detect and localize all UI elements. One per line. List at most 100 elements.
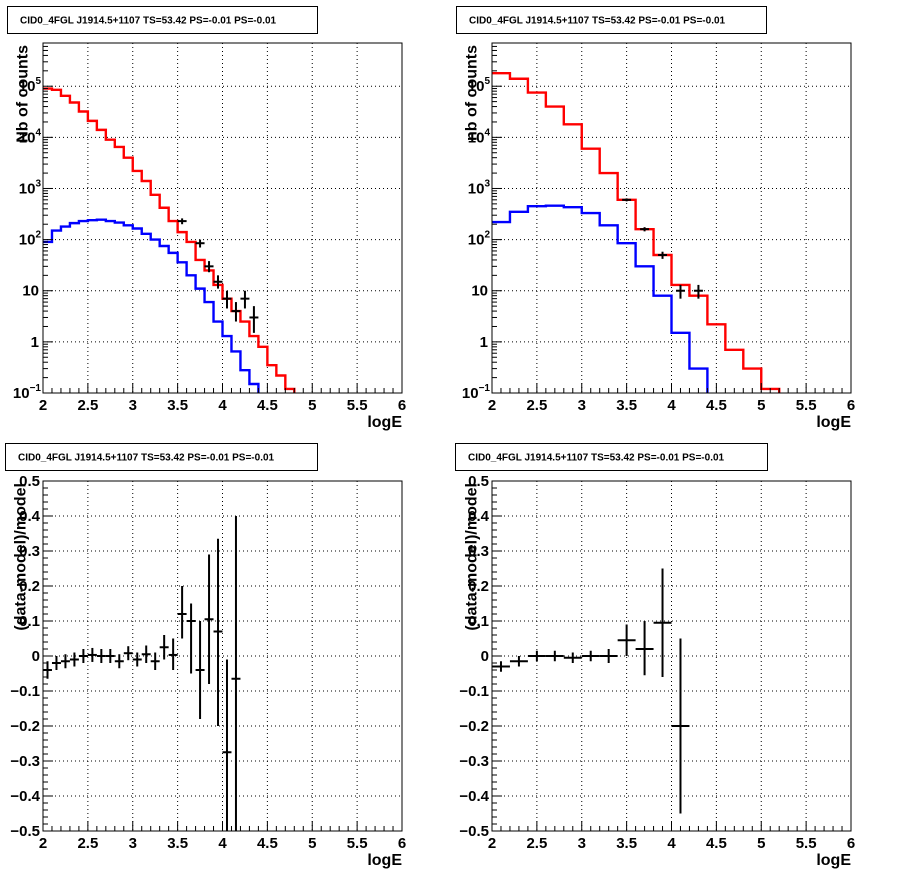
data-point (693, 284, 703, 299)
data-point (78, 649, 88, 663)
x-tick-label: 4 (218, 397, 227, 414)
data-point (177, 218, 187, 225)
data-point (204, 554, 214, 684)
data-point (249, 306, 259, 333)
y-tick-label: −0.3 (459, 753, 489, 770)
x-tick-label: 5.5 (796, 835, 817, 852)
x-tick-label: 2 (488, 835, 496, 852)
data-point (658, 251, 668, 259)
y-tick-label: 104 (19, 127, 42, 146)
y-tick-label: 10−1 (462, 383, 491, 402)
data-point (222, 290, 232, 309)
data-point (69, 652, 79, 667)
data-point (51, 656, 61, 670)
y-tick-label: −0.4 (459, 788, 489, 805)
x-tick-label: 5 (757, 397, 765, 414)
data-point (640, 227, 650, 232)
background-histogram (43, 218, 260, 393)
y-axis-label: (data-model)/model (463, 483, 480, 631)
title-box (5, 443, 318, 471)
chart-title: CID0_4FGL J1914.5+1107 TS=53.42 PS=-0.01… (20, 16, 277, 27)
y-tick-label: 102 (19, 230, 42, 249)
x-tick-label: 2.5 (526, 835, 547, 852)
x-tick-label: 4.5 (706, 835, 727, 852)
data-point (168, 638, 178, 670)
y-tick-label: 10−1 (13, 383, 42, 402)
data-point (545, 650, 564, 662)
x-tick-label: 3 (129, 835, 137, 852)
data-point (509, 656, 528, 667)
y-tick-label: 104 (468, 127, 491, 146)
x-tick-label: 6 (398, 397, 406, 414)
y-tick-label: −0.1 (10, 683, 40, 700)
data-point (527, 650, 546, 662)
data-point (653, 568, 672, 677)
title-box (7, 6, 318, 34)
grid (43, 43, 402, 393)
chart-panel-1: 2 2.5 3 3.5 4 4.5 5 5.5 610510410310210110−1logE… (7, 6, 406, 431)
y-tick-label: 1 (31, 334, 39, 351)
data-point (599, 649, 618, 663)
x-tick-label: 6 (847, 397, 855, 414)
x-tick-label: 2 (39, 397, 47, 414)
x-axis-label: logE (816, 852, 851, 869)
chart-title: CID0_4FGL J1914.5+1107 TS=53.42 PS=-0.01… (468, 453, 725, 464)
x-tick-label: 4.5 (706, 397, 727, 414)
y-tick-label: −0.2 (10, 718, 40, 735)
tick-marks (491, 42, 843, 394)
y-tick-label: 0 (32, 648, 40, 665)
tick-marks (42, 487, 394, 832)
data-point (123, 646, 133, 661)
y-tick-label: −0.3 (10, 753, 40, 770)
chart-panel-3: 2 2.5 3 3.5 4 4.5 5 5.5 6 −0.5 −0.4 −0.3 −0.2 −0.1 0 0.… (5, 443, 406, 869)
y-tick-label: 0.5 (468, 473, 489, 490)
tick-marks (42, 42, 394, 394)
model-histogram (43, 87, 296, 393)
data-point (240, 290, 250, 309)
x-tick-label: 3 (129, 397, 137, 414)
chart-panel-2: 2 2.5 3 3.5 4 4.5 5 5.5 610510410310210110−1logE… (456, 6, 855, 431)
x-axis-label: logE (816, 414, 851, 431)
x-axis-label: logE (367, 852, 402, 869)
y-tick-label: 0.5 (19, 473, 40, 490)
plot-area (492, 568, 690, 814)
x-tick-label: 6 (847, 835, 855, 852)
data-point (204, 261, 214, 273)
data-point (622, 198, 632, 202)
data-point (675, 284, 685, 299)
y-tick-label: 105 (468, 76, 491, 95)
x-tick-label: 5 (308, 835, 316, 852)
data-point (581, 650, 600, 662)
data-point (132, 652, 142, 667)
x-tick-label: 3.5 (167, 835, 188, 852)
data-point (671, 638, 690, 814)
x-tick-label: 3.5 (167, 397, 188, 414)
background-histogram (492, 204, 709, 393)
y-tick-label: −0.5 (10, 823, 40, 840)
x-tick-label: 6 (398, 835, 406, 852)
x-tick-label: 5.5 (347, 835, 368, 852)
title-box (455, 443, 768, 471)
y-tick-label: 0.3 (19, 543, 40, 560)
y-tick-label: 0 (481, 648, 489, 665)
y-tick-label: 10 (471, 283, 488, 300)
data-point (195, 621, 205, 719)
data-point (222, 659, 232, 831)
chart-title: CID0_4FGL J1914.5+1107 TS=53.42 PS=-0.01… (469, 16, 726, 27)
y-tick-label: −0.5 (459, 823, 489, 840)
x-axis-label: logE (367, 414, 402, 431)
x-tick-label: 4 (667, 397, 676, 414)
data-point (563, 652, 582, 663)
data-point (159, 635, 169, 660)
data-point (492, 661, 510, 672)
y-axis-label: (data-model)/model (12, 483, 29, 631)
plot-area (43, 87, 296, 393)
x-tick-label: 4.5 (257, 397, 278, 414)
y-tick-label: 105 (19, 76, 42, 95)
x-tick-label: 3.5 (616, 397, 637, 414)
x-tick-label: 5.5 (347, 397, 368, 414)
y-tick-label: 102 (468, 230, 491, 249)
x-tick-label: 4.5 (257, 835, 278, 852)
data-point (213, 275, 223, 289)
data-point (231, 516, 241, 831)
